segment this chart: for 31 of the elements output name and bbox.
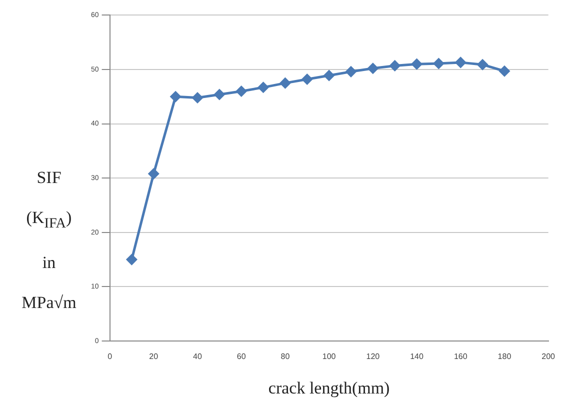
point [302, 74, 312, 85]
x-tick-label: 80 [280, 352, 290, 362]
point [455, 57, 466, 68]
point [214, 89, 225, 100]
x-tick-label: 100 [322, 352, 336, 362]
point [236, 86, 247, 96]
point [346, 66, 356, 77]
point [170, 91, 181, 102]
point [258, 82, 269, 93]
point [324, 70, 334, 81]
x-tick-label: 180 [498, 352, 512, 362]
point [368, 63, 378, 74]
x-tick-label: 120 [366, 352, 380, 362]
x-tick-label: 40 [193, 352, 202, 362]
point [412, 58, 422, 70]
point [126, 254, 137, 265]
point [390, 60, 400, 71]
point [192, 92, 203, 103]
x-tick-label: 60 [236, 352, 246, 362]
text: SIF (K$_{IFA}$) in MPa√m [22, 168, 76, 312]
x-axis-title: crack length(mm) [268, 378, 390, 398]
point [477, 59, 488, 70]
x-tick-label: 200 [542, 352, 556, 362]
point [499, 66, 510, 76]
point [148, 168, 159, 180]
point [433, 58, 444, 69]
x-tick-label: 160 [454, 352, 468, 362]
point [280, 78, 290, 88]
x-tick-label: 140 [410, 352, 424, 362]
x-tick-label: 0 [108, 352, 113, 362]
x-tick-label: 20 [149, 352, 159, 362]
